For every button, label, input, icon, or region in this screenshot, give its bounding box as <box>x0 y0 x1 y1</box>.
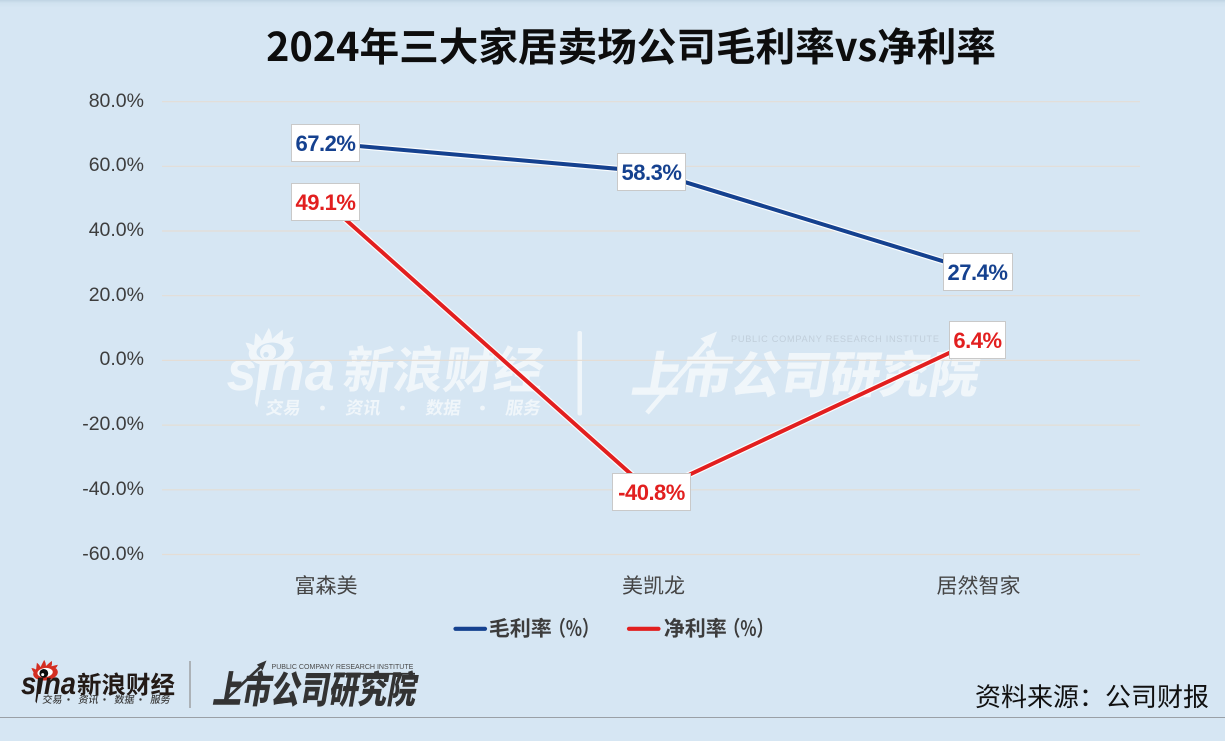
svg-text:PUBLIC COMPANY RESEARCH INSTIT: PUBLIC COMPANY RESEARCH INSTITUTE <box>731 334 940 344</box>
svg-text:PUBLIC COMPANY RESEARCH INSTIT: PUBLIC COMPANY RESEARCH INSTITUTE <box>272 664 414 671</box>
